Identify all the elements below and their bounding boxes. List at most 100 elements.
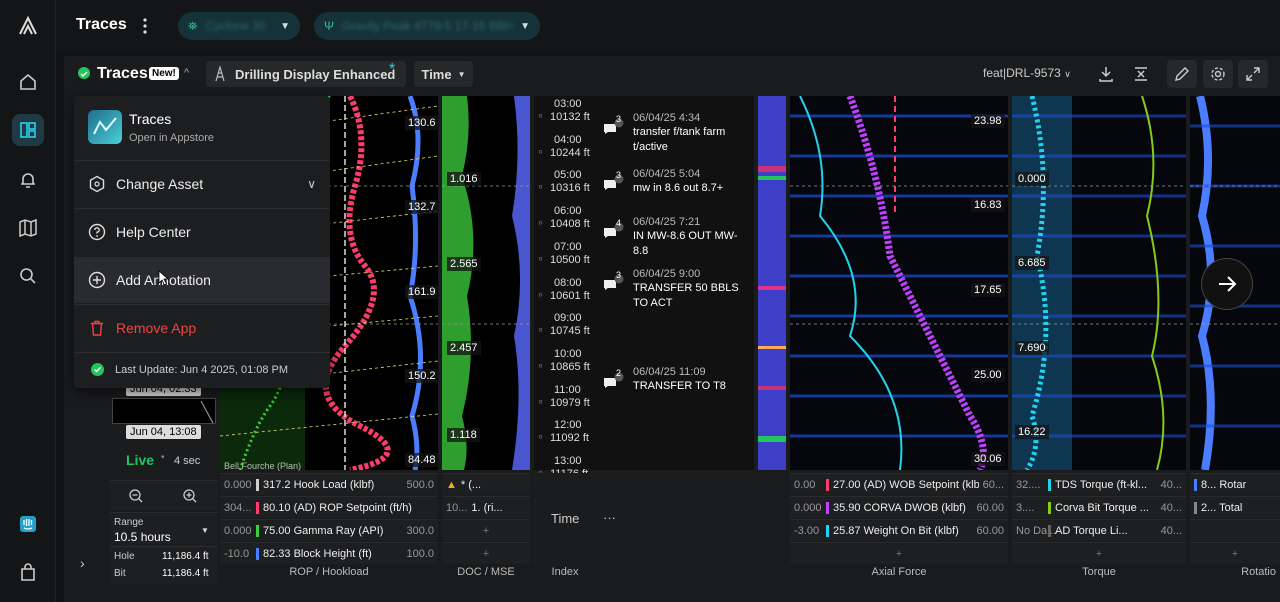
time-range-window[interactable]: [112, 398, 216, 424]
annotation-text[interactable]: mw in 8.6 out 8.7+: [633, 182, 724, 194]
rop-row-block[interactable]: -10.0 82.33 Block Height (ft) 100.0: [220, 542, 438, 564]
zoom-in-icon[interactable]: [182, 488, 198, 509]
row-max: 60...: [982, 478, 1004, 491]
range-selector[interactable]: Range 10.5 hours ▼: [110, 512, 218, 546]
expand-sidebar-icon[interactable]: ›: [80, 555, 85, 571]
axial-row[interactable]: 0.000 35.90 CORVA DWOB (klbf) 60.00: [790, 496, 1008, 518]
annotation-count: 3: [616, 170, 622, 180]
new-badge: New!: [149, 67, 179, 80]
dashboard-icon[interactable]: [12, 114, 44, 146]
doc-row-2[interactable]: 10... 1. (ri...: [442, 496, 530, 518]
user-selector[interactable]: feat|DRL-9573 ∨: [983, 66, 1071, 80]
annotation-text[interactable]: IN MW-8.6 OUT MW-8.8: [633, 230, 738, 257]
rop-row-gamma[interactable]: 0.000 75.00 Gamma Ray (API) 300.0: [220, 519, 438, 541]
row-value: 82.33 Block Height (ft): [263, 547, 372, 560]
annotation-text[interactable]: TRANSFER TO T8: [633, 380, 726, 392]
display-selector[interactable]: Drilling Display Enhanced *: [206, 61, 406, 87]
chevron-up-icon[interactable]: ^: [184, 67, 190, 79]
doc-value-2: 2.565: [447, 257, 481, 271]
torque-track[interactable]: [1012, 96, 1186, 470]
remove-app-item[interactable]: Remove App: [74, 305, 330, 351]
doc-add-row-2[interactable]: +: [442, 542, 530, 564]
time-dropdown[interactable]: Time ▼: [414, 61, 473, 87]
axial-row[interactable]: -3.00 25.87 Weight On Bit (klbf) 60.00: [790, 519, 1008, 541]
annotation-comment-icon[interactable]: [602, 174, 624, 192]
rotation-add-row[interactable]: +: [1190, 542, 1280, 564]
axial-add-row[interactable]: +: [790, 542, 1008, 564]
index-more-button[interactable]: ···: [603, 510, 616, 525]
torque-add-row[interactable]: +: [1012, 542, 1186, 564]
scroll-right-button[interactable]: [1201, 258, 1253, 310]
zoom-out-icon[interactable]: [128, 488, 144, 509]
index-time: 09:00: [554, 312, 582, 325]
download-icon[interactable]: [1097, 65, 1115, 88]
remove-app-label: Remove App: [116, 320, 197, 336]
axial-value-2: 16.83: [971, 198, 1005, 212]
rig-label: Cyclone 30: [205, 19, 266, 33]
bit-value: 11,186.4 ft: [162, 568, 209, 579]
home-icon[interactable]: [12, 66, 44, 98]
doc-row-1[interactable]: ▲ * (...: [442, 473, 530, 495]
change-asset-item[interactable]: Change Asset ∨: [74, 161, 330, 207]
live-button[interactable]: Live: [126, 452, 155, 468]
range-value: 10.5 hours: [114, 530, 171, 544]
annotation-date: 06/04/25 4:34: [633, 112, 701, 124]
row-max: 60.00: [976, 524, 1004, 537]
annotation-comment-icon[interactable]: [602, 274, 624, 292]
add-annotation-item[interactable]: Add Annotation: [74, 257, 330, 303]
annotation-comment-icon[interactable]: [602, 118, 624, 136]
torque-row[interactable]: 3.... Corva Bit Torque ... 40...: [1012, 496, 1186, 518]
annotation-comment-icon[interactable]: [602, 222, 624, 240]
formation-label: Bell Fourche (Plan): [224, 461, 302, 471]
series-swatch: [256, 547, 259, 560]
live-interval[interactable]: 4 sec: [174, 455, 201, 467]
axial-track-label: Axial Force: [871, 566, 927, 578]
rotation-row-1[interactable]: 8... Rotar: [1190, 473, 1280, 495]
doc-track-label: DOC / MSE: [457, 566, 515, 578]
index-footer: [534, 473, 754, 565]
annotation-text[interactable]: TRANSFER 50 BBLS TO ACT: [633, 282, 739, 309]
annotation-comment-icon[interactable]: [602, 372, 624, 390]
search-icon[interactable]: [12, 260, 44, 292]
fullscreen-icon[interactable]: [1238, 60, 1268, 88]
doc-add-row[interactable]: +: [442, 519, 530, 541]
intercom-icon[interactable]: [12, 508, 44, 540]
help-center-item[interactable]: Help Center: [74, 209, 330, 255]
doc-mse-track[interactable]: [442, 96, 530, 470]
axial-row[interactable]: 0.00 27.00 (AD) WOB Setpoint (klbf) 60...: [790, 473, 1008, 495]
rop-row-setpoint[interactable]: 304... 80.10 (AD) ROP Setpoint (ft/h): [220, 496, 438, 518]
rop-row-hookload[interactable]: 0.000 317.2 Hook Load (klbf) 500.0: [220, 473, 438, 495]
bit-label: Bit: [114, 568, 126, 579]
torque-row[interactable]: 32.... TDS Torque (ft-kl... 40...: [1012, 473, 1186, 495]
lithology-strip[interactable]: [758, 96, 786, 470]
rotation-row-2[interactable]: 2... Total: [1190, 496, 1280, 518]
more-vertical-icon[interactable]: [142, 17, 148, 35]
map-icon[interactable]: [12, 212, 44, 244]
chevron-down-icon: ▼: [520, 20, 530, 32]
row-min: 10...: [446, 501, 468, 514]
edit-icon[interactable]: [1167, 60, 1197, 88]
index-depth: 11092 ft: [550, 432, 589, 445]
panel-title[interactable]: Traces: [97, 65, 148, 82]
appstore-icon[interactable]: [12, 556, 44, 588]
series-swatch: [256, 524, 259, 537]
alerts-icon[interactable]: [12, 164, 44, 196]
series-swatch: [826, 501, 829, 514]
filter-icon[interactable]: [1132, 65, 1150, 88]
torque-row[interactable]: No Da... AD Torque Li... 40...: [1012, 519, 1186, 541]
annotation-text[interactable]: transfer f/tank farm t/active: [633, 126, 726, 153]
chevron-down-icon: ▼: [457, 69, 466, 79]
chevron-down-icon: ▼: [201, 526, 209, 535]
well-label: Gravity Peak 4778-5 17-16 BBH: [342, 19, 513, 33]
rig-selector[interactable]: ⛯ Cyclone 30 ▼: [178, 12, 300, 40]
open-in-appstore-link[interactable]: Open in Appstore: [129, 132, 215, 144]
series-swatch: [826, 524, 829, 537]
hole-label: Hole: [114, 551, 135, 562]
series-swatch: [256, 478, 259, 491]
series-swatch: [1048, 501, 1051, 514]
row-value: 80.10 (AD) ROP Setpoint (ft/h): [263, 501, 412, 514]
well-selector[interactable]: Ψ Gravity Peak 4778-5 17-16 BBH ▼: [314, 12, 540, 40]
logo-icon[interactable]: [12, 10, 44, 42]
settings-icon[interactable]: [1203, 60, 1233, 88]
index-track[interactable]: [534, 96, 754, 470]
